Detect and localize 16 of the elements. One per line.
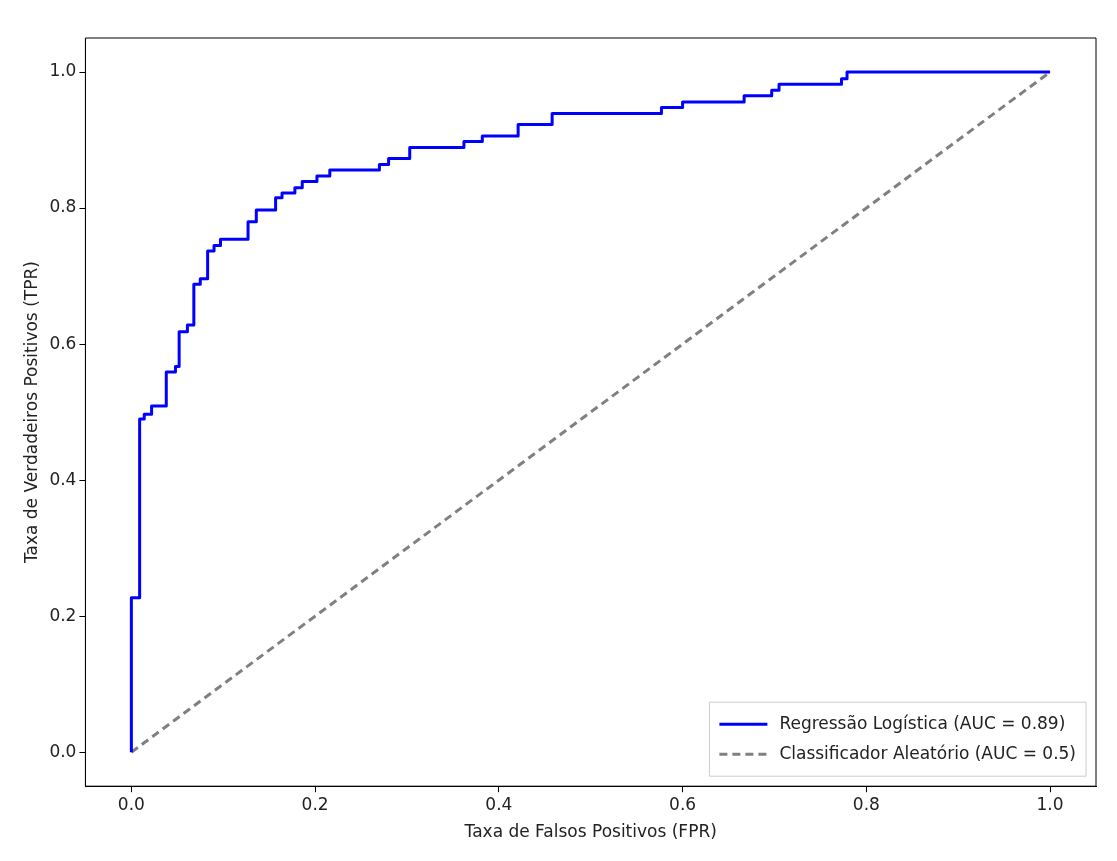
x-tick-label: 0.6 — [669, 793, 697, 814]
x-tick-label: 1.0 — [1036, 793, 1064, 814]
legend-label: Classificador Aleatório (AUC = 0.5) — [779, 742, 1077, 763]
x-tick-label: 0.8 — [852, 793, 880, 814]
y-tick-label: 0.4 — [49, 468, 77, 489]
y-tick-label: 0.6 — [49, 332, 77, 353]
y-axis-title: Taxa de Verdadeiros Positivos (TPR) — [20, 261, 41, 565]
x-tick-label: 0.4 — [485, 793, 513, 814]
x-axis-title: Taxa de Falsos Positivos (FPR) — [463, 821, 717, 842]
y-tick-label: 0.2 — [49, 604, 77, 625]
x-tick-label: 0.0 — [117, 793, 145, 814]
x-tick-label: 0.2 — [301, 793, 329, 814]
y-tick-label: 0.0 — [49, 740, 77, 761]
legend-label: Regressão Logística (AUC = 0.89) — [779, 712, 1066, 733]
y-tick-label: 1.0 — [49, 60, 77, 81]
y-tick-label: 0.8 — [49, 196, 77, 217]
